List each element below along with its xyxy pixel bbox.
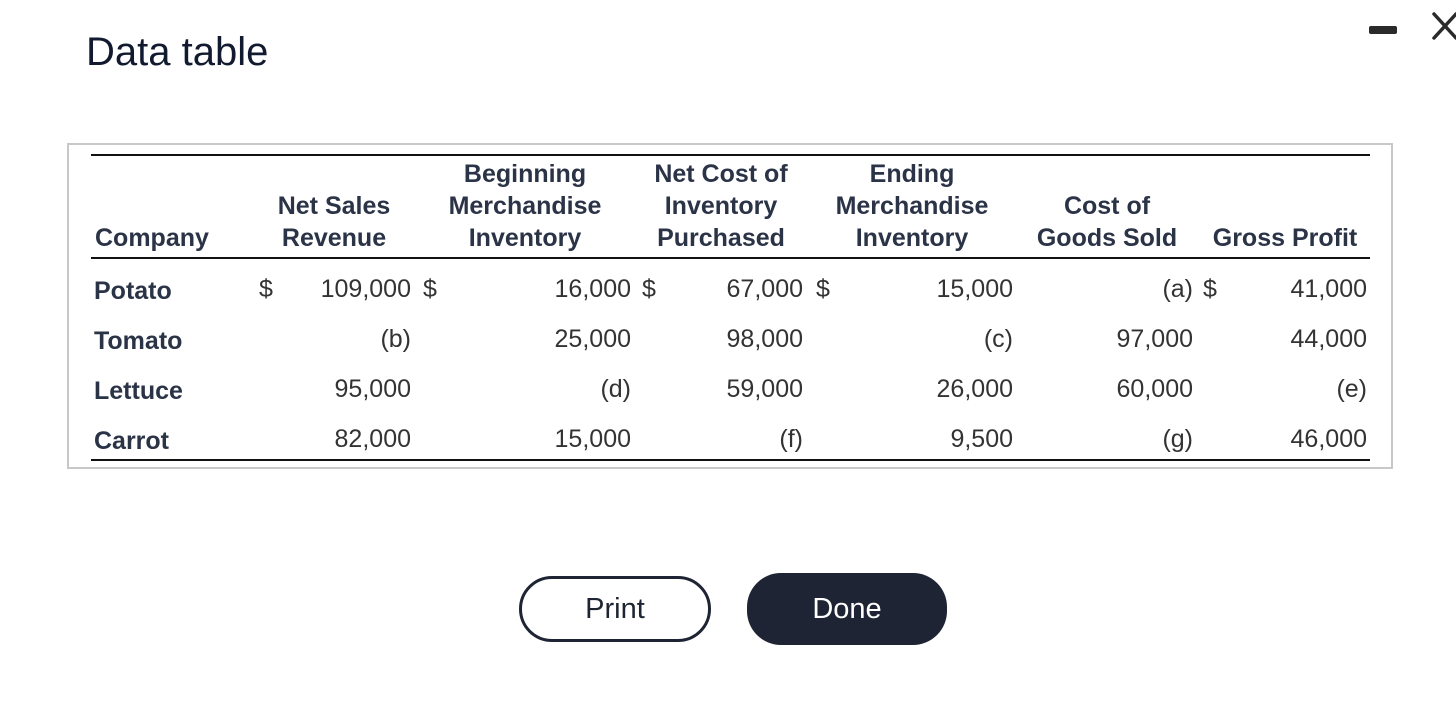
row-lettuce-cogs: 60,000 bbox=[1116, 375, 1193, 403]
header-cost-of-goods-sold: Cost of Goods Sold bbox=[1036, 192, 1178, 252]
dialog-title: Data table bbox=[86, 30, 269, 74]
row-potato-beg-inv: 16,000 bbox=[554, 275, 631, 303]
row-carrot-company: Carrot bbox=[94, 427, 170, 455]
row-potato-company: Potato bbox=[94, 277, 172, 305]
row-potato-end-inv: 15,000 bbox=[936, 275, 1013, 303]
row-potato-net-cost-dollar: $ bbox=[642, 275, 656, 303]
row-carrot-cogs: (g) bbox=[1162, 425, 1193, 453]
row-lettuce-net-sales: 95,000 bbox=[334, 375, 411, 403]
row-potato-net-cost: 67,000 bbox=[726, 275, 803, 303]
row-potato-beg-inv-dollar: $ bbox=[423, 275, 437, 303]
row-tomato-net-cost: 98,000 bbox=[726, 325, 803, 353]
table-header-rule bbox=[91, 257, 1370, 259]
row-potato-end-inv-dollar: $ bbox=[816, 275, 830, 303]
row-lettuce-net-cost: 59,000 bbox=[726, 375, 803, 403]
row-lettuce-company: Lettuce bbox=[94, 377, 183, 405]
done-button[interactable]: Done bbox=[747, 573, 947, 645]
row-tomato-company: Tomato bbox=[94, 327, 183, 355]
row-carrot-net-sales: 82,000 bbox=[334, 425, 411, 453]
table-top-rule bbox=[91, 154, 1370, 156]
row-potato-gross-profit-dollar: $ bbox=[1203, 275, 1217, 303]
row-lettuce-gross-profit: (e) bbox=[1336, 375, 1367, 403]
row-carrot-beg-inv: 15,000 bbox=[554, 425, 631, 453]
row-lettuce-beg-inv: (d) bbox=[600, 375, 631, 403]
close-icon[interactable] bbox=[1430, 8, 1456, 42]
table-bottom-rule bbox=[91, 459, 1370, 461]
row-potato-net-sales: 109,000 bbox=[320, 275, 411, 303]
header-net-cost-of-inventory-purchased: Net Cost of Inventory Purchased bbox=[654, 160, 788, 252]
header-beginning-merchandise-inventory: Beginning Merchandise Inventory bbox=[448, 160, 602, 252]
row-carrot-net-cost: (f) bbox=[779, 425, 803, 453]
row-tomato-cogs: 97,000 bbox=[1116, 325, 1193, 353]
header-net-sales-revenue: Net Sales Revenue bbox=[277, 192, 391, 252]
row-tomato-beg-inv: 25,000 bbox=[554, 325, 631, 353]
header-gross-profit: Gross Profit bbox=[1212, 224, 1358, 252]
table-frame bbox=[67, 143, 1393, 469]
row-potato-gross-profit: 41,000 bbox=[1290, 275, 1367, 303]
row-tomato-gross-profit: 44,000 bbox=[1290, 325, 1367, 353]
row-carrot-gross-profit: 46,000 bbox=[1290, 425, 1367, 453]
row-potato-cogs: (a) bbox=[1162, 275, 1193, 303]
row-carrot-end-inv: 9,500 bbox=[950, 425, 1013, 453]
print-button[interactable]: Print bbox=[519, 576, 711, 642]
minimize-icon[interactable] bbox=[1369, 26, 1397, 34]
row-tomato-end-inv: (c) bbox=[983, 325, 1013, 353]
header-ending-merchandise-inventory: Ending Merchandise Inventory bbox=[835, 160, 989, 252]
row-tomato-net-sales: (b) bbox=[380, 325, 411, 353]
row-lettuce-end-inv: 26,000 bbox=[936, 375, 1013, 403]
row-potato-net-sales-dollar: $ bbox=[259, 275, 273, 303]
header-company: Company bbox=[95, 224, 209, 252]
